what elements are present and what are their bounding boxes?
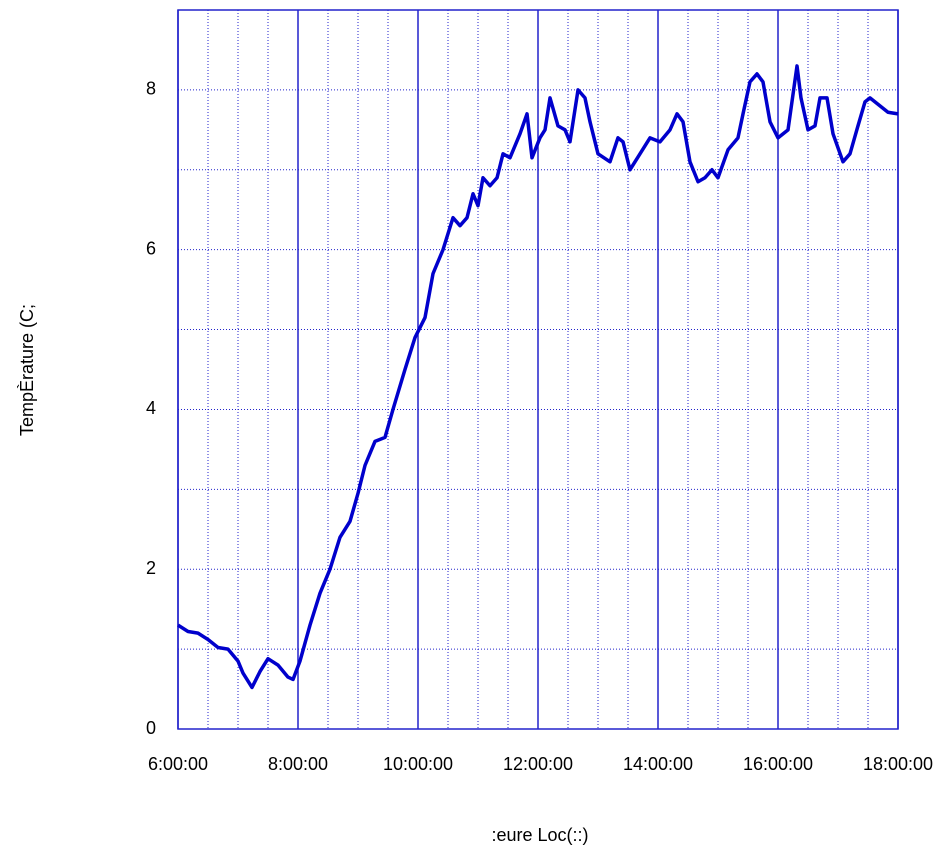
x-tick-label: 10:00:00 xyxy=(383,754,453,774)
x-tick-label: 6:00:00 xyxy=(148,754,208,774)
x-tick-label: 8:00:00 xyxy=(268,754,328,774)
x-tick-label: 16:00:00 xyxy=(743,754,813,774)
y-tick-label: 0 xyxy=(146,718,156,738)
x-tick-label: 14:00:00 xyxy=(623,754,693,774)
x-axis-label: :eure Loc(::) xyxy=(491,825,588,845)
plot-frame xyxy=(177,9,899,730)
y-tick-label: 2 xyxy=(146,558,156,578)
y-tick-label: 4 xyxy=(146,398,156,418)
y-tick-label: 8 xyxy=(146,79,156,99)
x-tick-label: 18:00:00 xyxy=(863,754,933,774)
y-tick-label: 6 xyxy=(146,238,156,258)
y-axis-label: TempÈrature (C; xyxy=(17,304,37,436)
x-tick-label: 12:00:00 xyxy=(503,754,573,774)
data-line xyxy=(177,64,899,690)
